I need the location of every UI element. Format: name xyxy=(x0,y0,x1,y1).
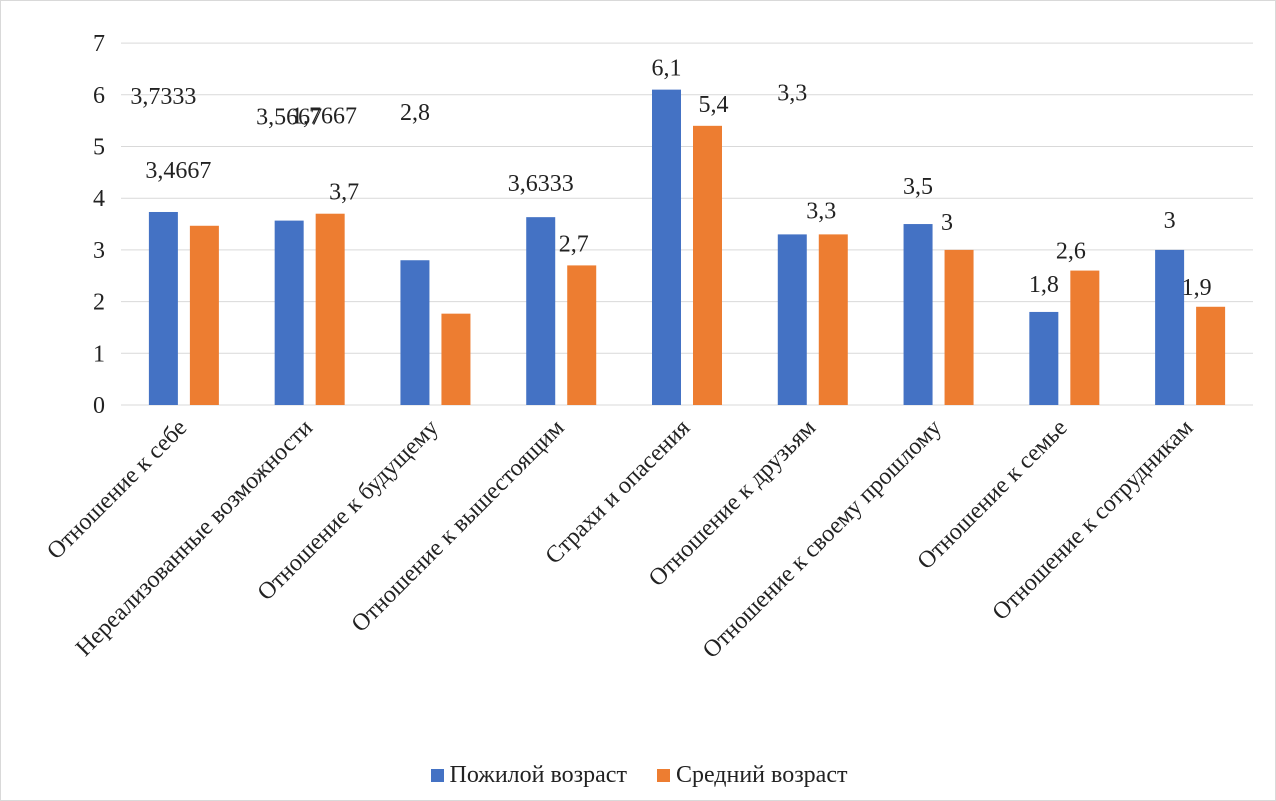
bar-2-1 xyxy=(189,225,219,405)
category-label-2: Нереализованные возможности xyxy=(71,415,318,662)
data-label-2-4: 2,7 xyxy=(559,231,589,257)
bar-2-2 xyxy=(315,213,345,405)
bar-1-2 xyxy=(274,220,304,405)
data-label-1-3: 2,8 xyxy=(400,100,430,126)
data-label-1-8: 1,8 xyxy=(1029,272,1059,298)
legend-label-series-2: Средний возраст xyxy=(675,761,848,788)
y-tick-label-5: 5 xyxy=(93,135,105,161)
data-label-1-2: 3,5667 xyxy=(256,105,322,131)
data-label-1-1: 3,7333 xyxy=(130,84,196,110)
y-tick-label-7: 7 xyxy=(93,31,105,57)
bar-1-8 xyxy=(1029,311,1059,405)
bar-2-7 xyxy=(944,249,974,405)
data-label-1-4: 3,6333 xyxy=(508,171,574,197)
bar-1-5 xyxy=(652,89,681,405)
bar-1-9 xyxy=(1155,249,1185,405)
y-tick-label-1: 1 xyxy=(93,341,105,367)
legend-swatch-series-2 xyxy=(656,768,670,782)
bar-2-3 xyxy=(441,313,471,405)
data-label-2-5: 5,4 xyxy=(699,92,729,118)
data-label-2-6: 3,3 xyxy=(806,198,836,224)
legend: Пожилой возраст Средний возраст xyxy=(1,759,1276,791)
data-label-2-3: 1,7667 xyxy=(291,104,357,130)
data-label-1-5: 6,1 xyxy=(652,56,682,82)
y-tick-label-3: 3 xyxy=(93,238,105,264)
bar-1-7 xyxy=(903,224,933,405)
bar-2-6 xyxy=(818,234,848,405)
category-label-1: Отношение к себе xyxy=(42,415,192,565)
data-label-2-1: 3,4667 xyxy=(145,158,211,184)
data-label-1-6: 3,3 xyxy=(777,80,807,106)
legend-item-series-1: Пожилой возраст xyxy=(430,761,627,789)
bar-1-6 xyxy=(777,234,807,405)
legend-label-series-1: Пожилой возраст xyxy=(449,761,627,788)
bar-1-4 xyxy=(526,217,556,405)
y-tick-label-0: 0 xyxy=(93,393,105,419)
category-label-7: Отношение к своему прошлому xyxy=(698,415,947,664)
data-label-2-7: 3 xyxy=(941,210,953,236)
y-tick-label-6: 6 xyxy=(93,83,105,109)
category-label-9: Отношение к сотрудникам xyxy=(988,415,1199,626)
data-label-2-2: 3,7 xyxy=(329,180,359,206)
bar-2-8 xyxy=(1070,270,1100,405)
data-label-1-9: 3 xyxy=(1164,208,1176,234)
data-label-1-7: 3,5 xyxy=(903,174,933,200)
bar-1-3 xyxy=(400,260,430,405)
bar-2-4 xyxy=(567,265,597,405)
legend-swatch-series-1 xyxy=(430,768,444,782)
category-label-4: Отношение к вышестоящим xyxy=(347,415,570,638)
legend-item-series-2: Средний возраст xyxy=(656,761,848,789)
bar-2-9 xyxy=(1196,306,1226,405)
bar-1-1 xyxy=(148,211,178,405)
bar-2-5 xyxy=(693,125,722,405)
y-tick-label-2: 2 xyxy=(93,290,105,316)
data-label-2-9: 1,9 xyxy=(1182,275,1212,301)
data-label-2-8: 2,6 xyxy=(1056,239,1086,265)
y-tick-label-4: 4 xyxy=(93,186,105,212)
